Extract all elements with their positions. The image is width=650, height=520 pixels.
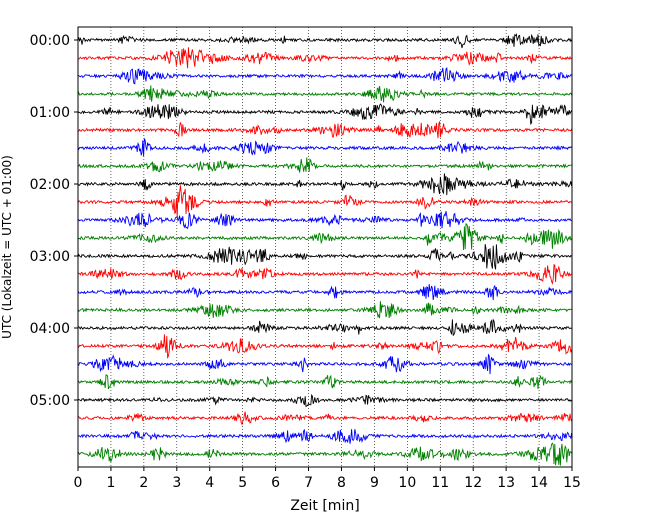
grid-lines — [110, 27, 540, 467]
seismic-trace — [77, 33, 573, 49]
seismic-trace — [77, 284, 572, 301]
seismic-trace — [77, 157, 572, 173]
seismic-trace — [77, 173, 573, 196]
seismic-trace — [77, 334, 573, 359]
y-tick-label: 01:00 — [30, 105, 70, 121]
seismic-trace — [77, 318, 572, 337]
x-tick-label: 8 — [337, 475, 346, 491]
x-tick-label: 14 — [530, 475, 548, 491]
seismic-trace — [77, 374, 573, 390]
seismic-trace — [77, 353, 572, 375]
y-tick-label: 04:00 — [30, 321, 70, 337]
seismic-trace — [77, 85, 573, 103]
seismic-trace — [77, 223, 572, 251]
x-tick-label: 15 — [563, 475, 581, 491]
seismic-trace — [77, 47, 572, 69]
seismic-trace — [77, 103, 572, 126]
x-tick-label: 6 — [271, 475, 280, 491]
y-axis-ticks: 00:00 01:00 02:00 03:00 04:00 05:00 — [30, 33, 78, 409]
x-axis-ticks: 0 1 2 3 4 5 6 7 8 9 10 11 12 13 14 15 — [74, 467, 581, 491]
seismic-trace — [77, 244, 572, 270]
seismic-trace — [77, 442, 572, 466]
x-tick-label: 9 — [370, 475, 379, 491]
seismic-trace — [77, 138, 572, 157]
y-tick-label: 00:00 — [30, 33, 70, 49]
x-tick-label: 1 — [106, 475, 115, 491]
seismic-trace — [77, 66, 572, 85]
x-tick-label: 7 — [304, 475, 313, 491]
x-tick-label: 11 — [431, 475, 449, 491]
plot-frame — [77, 26, 573, 468]
seismic-trace — [77, 185, 572, 217]
x-tick-label: 12 — [464, 475, 482, 491]
seismic-trace — [77, 264, 572, 285]
seismic-trace — [77, 411, 573, 426]
x-axis-label: Zeit [min] — [290, 498, 359, 514]
x-tick-label: 3 — [172, 475, 181, 491]
x-tick-label: 2 — [139, 475, 148, 491]
x-tick-label: 0 — [74, 475, 83, 491]
y-tick-label: 05:00 — [30, 393, 70, 409]
seismic-trace — [77, 121, 573, 139]
x-tick-label: 4 — [205, 475, 214, 491]
x-tick-label: 10 — [398, 475, 416, 491]
y-tick-label: 03:00 — [30, 249, 70, 265]
seismic-trace — [77, 393, 572, 408]
seismic-trace — [77, 211, 572, 230]
x-tick-label: 13 — [497, 475, 515, 491]
seismic-trace — [77, 428, 573, 444]
seismic-traces — [77, 33, 573, 466]
y-tick-label: 02:00 — [30, 177, 70, 193]
y-axis-label: UTC (Lokalzeit = UTC + 01:00) — [0, 155, 14, 339]
x-tick-label: 5 — [238, 475, 247, 491]
seismic-trace — [77, 301, 572, 319]
